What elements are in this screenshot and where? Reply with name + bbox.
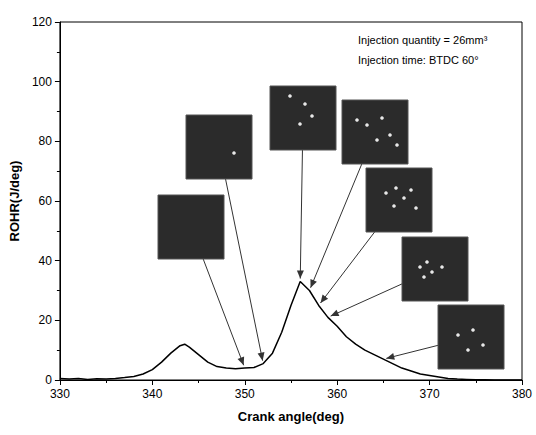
svg-text:20: 20 xyxy=(39,313,53,327)
svg-text:380: 380 xyxy=(512,387,532,401)
svg-text:370: 370 xyxy=(420,387,440,401)
svg-text:100: 100 xyxy=(32,75,52,89)
svg-text:Injection quantity = 26mm³: Injection quantity = 26mm³ xyxy=(358,34,488,46)
svg-text:Crank angle(deg): Crank angle(deg) xyxy=(238,409,344,424)
svg-text:350: 350 xyxy=(235,387,255,401)
svg-text:120: 120 xyxy=(32,15,52,29)
svg-text:360: 360 xyxy=(327,387,347,401)
svg-text:0: 0 xyxy=(45,373,52,387)
svg-text:ROHR(J/deg): ROHR(J/deg) xyxy=(7,161,22,242)
svg-text:60: 60 xyxy=(39,194,53,208)
svg-text:80: 80 xyxy=(39,134,53,148)
svg-text:340: 340 xyxy=(142,387,162,401)
svg-text:40: 40 xyxy=(39,254,53,268)
svg-text:330: 330 xyxy=(50,387,70,401)
svg-text:Injection time: BTDC 60°: Injection time: BTDC 60° xyxy=(358,54,479,66)
